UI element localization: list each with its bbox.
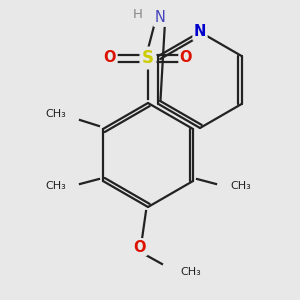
Text: O: O bbox=[104, 50, 116, 65]
Text: CH₃: CH₃ bbox=[230, 181, 251, 191]
Text: O: O bbox=[180, 50, 192, 65]
Text: S: S bbox=[142, 49, 154, 67]
Text: N: N bbox=[194, 25, 206, 40]
Text: N: N bbox=[154, 11, 165, 26]
Text: H: H bbox=[133, 8, 143, 22]
Text: CH₃: CH₃ bbox=[180, 267, 201, 277]
Text: O: O bbox=[134, 239, 146, 254]
Text: CH₃: CH₃ bbox=[45, 181, 66, 191]
Text: CH₃: CH₃ bbox=[45, 109, 66, 119]
